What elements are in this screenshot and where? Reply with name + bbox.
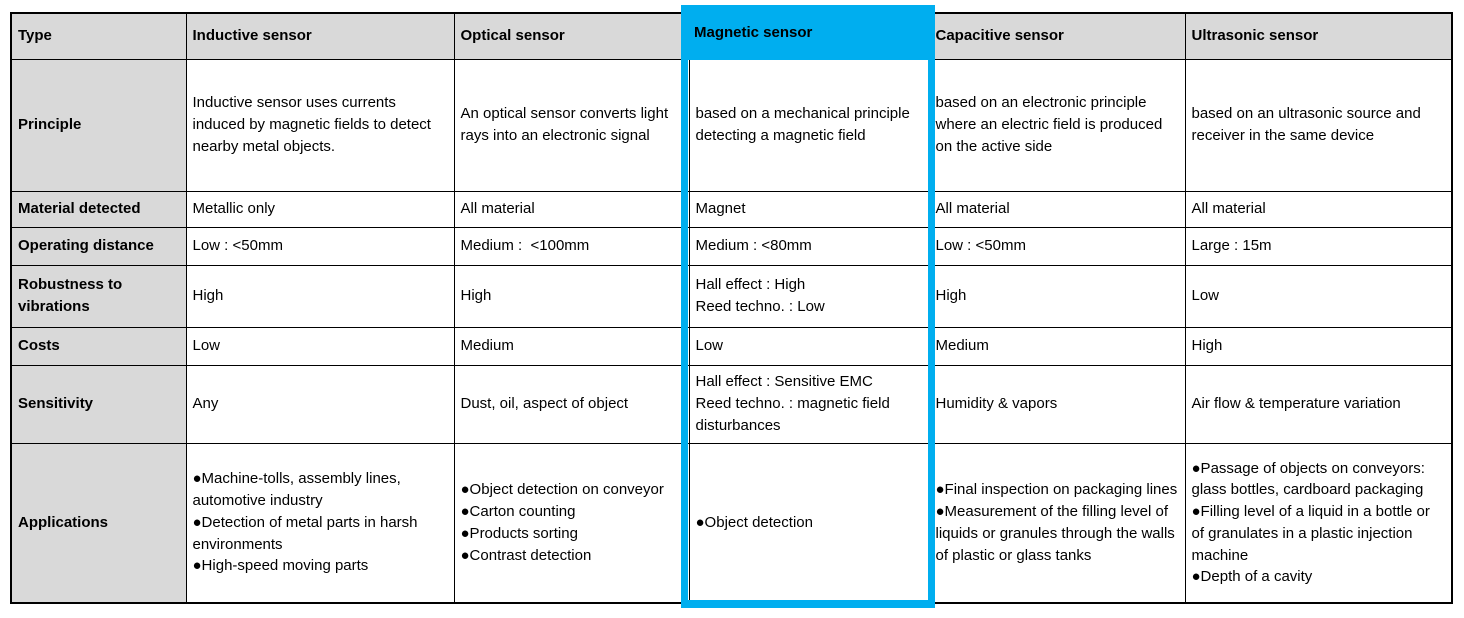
cell-material-inductive: Metallic only [185,190,455,228]
cell-costs-capacitive: Medium [928,326,1186,366]
table-header-row: Type Inductive sensor Optical sensor Cap… [10,12,1453,60]
row-header-robustness: Robustness to vibrations [10,264,187,328]
cell-applications-capacitive: ●Final inspection on packaging lines ●Mea… [928,442,1186,604]
row-header-principle: Principle [10,58,187,192]
cell-sensitivity-ultrasonic: Air flow & temperature variation [1184,364,1453,444]
column-header-magnetic [688,12,930,60]
table-row-costs: Costs Low Medium Low Medium High [10,326,1453,366]
cell-material-capacitive: All material [928,190,1186,228]
cell-principle-ultrasonic: based on an ultrasonic source and receiv… [1184,58,1453,192]
cell-robustness-optical: High [453,264,690,328]
cell-distance-capacitive: Low : <50mm [928,226,1186,266]
table-row-operating-distance: Operating distance Low : <50mm Medium : … [10,226,1453,266]
sensor-comparison-table: Type Inductive sensor Optical sensor Cap… [10,12,1453,604]
table-row-principle: Principle Inductive sensor uses currents… [10,58,1453,192]
row-header-operating-distance: Operating distance [10,226,187,266]
row-header-sensitivity: Sensitivity [10,364,187,444]
cell-principle-capacitive: based on an electronic principle where a… [928,58,1186,192]
table-row-material-detected: Material detected Metallic only All mate… [10,190,1453,228]
row-header-material-detected: Material detected [10,190,187,228]
column-header-capacitive: Capacitive sensor [928,12,1186,60]
table-row-sensitivity: Sensitivity Any Dust, oil, aspect of obj… [10,364,1453,444]
cell-applications-inductive: ●Machine-tolls, assembly lines, automoti… [185,442,455,604]
cell-sensitivity-capacitive: Humidity & vapors [928,364,1186,444]
cell-robustness-inductive: High [185,264,455,328]
column-header-inductive: Inductive sensor [185,12,455,60]
cell-applications-magnetic: ●Object detection [688,442,930,604]
column-header-ultrasonic: Ultrasonic sensor [1184,12,1453,60]
cell-applications-ultrasonic: ●Passage of objects on conveyors: glass … [1184,442,1453,604]
row-header-costs: Costs [10,326,187,366]
cell-sensitivity-inductive: Any [185,364,455,444]
cell-principle-inductive: Inductive sensor uses currents induced b… [185,58,455,192]
cell-sensitivity-magnetic: Hall effect : Sensitive EMC Reed techno. … [688,364,930,444]
cell-material-magnetic: Magnet [688,190,930,228]
column-header-optical: Optical sensor [453,12,690,60]
cell-robustness-capacitive: High [928,264,1186,328]
cell-costs-ultrasonic: High [1184,326,1453,366]
cell-costs-optical: Medium [453,326,690,366]
cell-distance-ultrasonic: Large : 15m [1184,226,1453,266]
cell-material-ultrasonic: All material [1184,190,1453,228]
cell-distance-optical: Medium : <100mm [453,226,690,266]
cell-applications-optical: ●Object detection on conveyor ●Carton cou… [453,442,690,604]
table-row-robustness: Robustness to vibrations High High Hall … [10,264,1453,328]
row-header-applications: Applications [10,442,187,604]
cell-robustness-magnetic: Hall effect : High Reed techno. : Low [688,264,930,328]
cell-sensitivity-optical: Dust, oil, aspect of object [453,364,690,444]
cell-principle-optical: An optical sensor converts light rays in… [453,58,690,192]
cell-robustness-ultrasonic: Low [1184,264,1453,328]
cell-costs-inductive: Low [185,326,455,366]
cell-costs-magnetic: Low [688,326,930,366]
cell-principle-magnetic: based on a mechanical principle detectin… [688,58,930,192]
cell-material-optical: All material [453,190,690,228]
cell-distance-inductive: Low : <50mm [185,226,455,266]
corner-header-type: Type [10,12,187,60]
table-row-applications: Applications ●Machine-tolls, assembly li… [10,442,1453,604]
cell-distance-magnetic: Medium : <80mm [688,226,930,266]
